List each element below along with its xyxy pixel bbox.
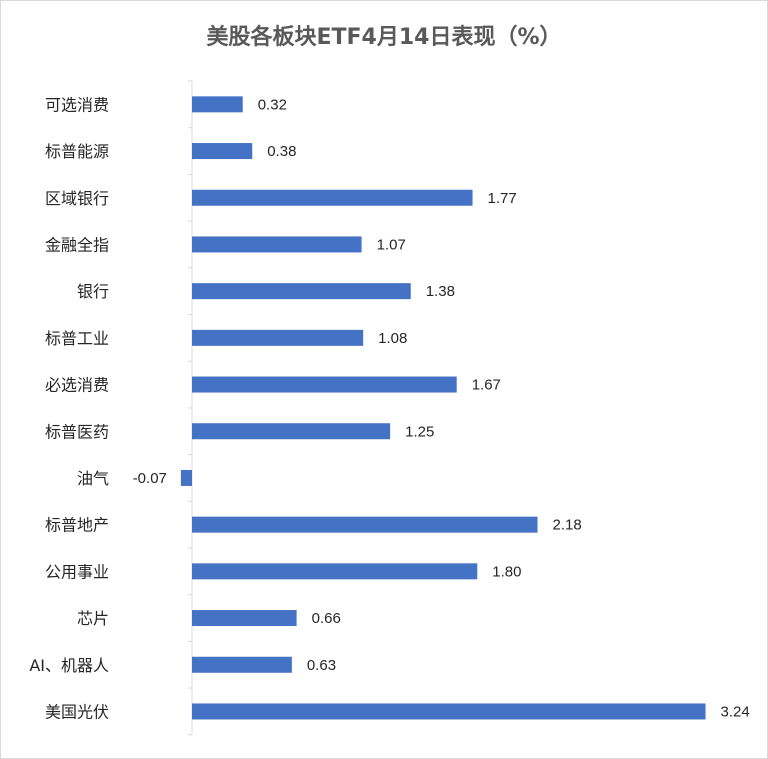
category-label: 标普能源 (45, 142, 109, 161)
category-label: 公用事业 (45, 562, 109, 581)
bar (192, 96, 243, 113)
bar (192, 563, 478, 580)
value-label: 1.25 (405, 423, 434, 440)
category-label: AI、机器人 (29, 656, 109, 675)
category-label: 标普地产 (45, 516, 109, 535)
value-label: 1.67 (472, 377, 501, 394)
value-label: 1.77 (488, 190, 517, 207)
category-label: 芯片 (77, 609, 109, 628)
value-label: 1.80 (492, 563, 521, 580)
bar (180, 469, 192, 486)
category-label: 美国光伏 (45, 702, 109, 721)
bar (192, 376, 457, 393)
category-label: 区域银行 (45, 189, 109, 208)
value-label: 3.24 (721, 703, 750, 720)
value-label: 1.07 (377, 236, 406, 253)
value-label: 2.18 (553, 517, 582, 534)
bar (192, 656, 292, 673)
category-label: 标普工业 (45, 329, 109, 348)
category-label: 标普医药 (45, 422, 109, 441)
bar (192, 703, 706, 720)
bar (192, 283, 411, 300)
category-label: 必选消费 (45, 376, 109, 395)
value-label: 1.38 (426, 283, 455, 300)
bar (192, 610, 297, 627)
value-label: 0.66 (312, 610, 341, 627)
bar (192, 423, 391, 440)
bar (192, 143, 253, 160)
value-label: 0.38 (267, 143, 296, 160)
value-label: -0.07 (133, 470, 167, 487)
value-label: 0.63 (307, 657, 336, 674)
category-label: 可选消费 (45, 95, 109, 114)
value-label: 1.08 (378, 330, 407, 347)
chart-title: 美股各板块ETF4月14日表现（%） (206, 25, 562, 50)
value-label: 0.32 (258, 96, 287, 113)
category-label: 银行 (77, 282, 109, 301)
bar (192, 236, 362, 253)
bar (192, 329, 364, 346)
bar (192, 516, 538, 533)
category-label: 金融全指 (45, 235, 109, 254)
bar (192, 189, 473, 206)
category-label: 油气 (77, 469, 109, 488)
